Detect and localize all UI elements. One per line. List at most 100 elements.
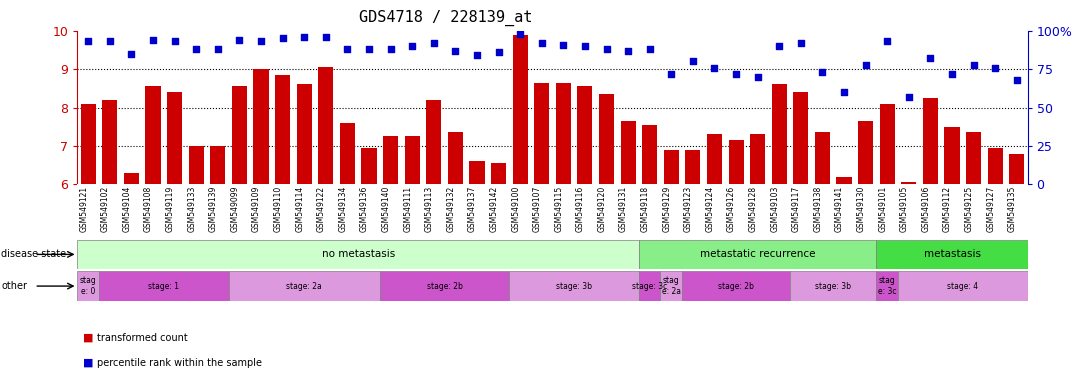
Text: GSM549112: GSM549112 — [943, 186, 952, 232]
Bar — [793, 92, 808, 184]
Bar — [858, 121, 874, 184]
Point — [1008, 77, 1025, 83]
Bar — [188, 146, 203, 184]
Point — [727, 71, 745, 77]
Point — [922, 55, 939, 61]
Text: GSM549139: GSM549139 — [209, 186, 217, 232]
Point — [792, 40, 809, 46]
Text: GDS4718 / 228139_at: GDS4718 / 228139_at — [358, 10, 533, 26]
Bar — [621, 121, 636, 184]
Bar — [1009, 154, 1024, 184]
Text: stag
e: 3c: stag e: 3c — [878, 276, 896, 296]
Text: GSM549140: GSM549140 — [382, 186, 391, 232]
Point — [123, 51, 140, 57]
Bar — [599, 94, 614, 184]
Text: GSM549108: GSM549108 — [144, 186, 153, 232]
Bar — [102, 100, 117, 184]
Bar — [902, 182, 917, 184]
Bar — [707, 134, 722, 184]
Bar — [448, 132, 463, 184]
Point — [706, 65, 723, 71]
Text: metastasis: metastasis — [923, 249, 980, 260]
Point — [555, 41, 572, 48]
Text: metastatic recurrence: metastatic recurrence — [699, 249, 816, 260]
Bar — [210, 146, 225, 184]
Bar — [880, 104, 895, 184]
Text: GSM549123: GSM549123 — [684, 186, 693, 232]
Point — [598, 46, 615, 52]
Bar — [534, 83, 549, 184]
Point — [231, 37, 249, 43]
Point — [80, 38, 97, 45]
Text: GSM549116: GSM549116 — [576, 186, 585, 232]
Bar — [383, 136, 398, 184]
Text: GSM549122: GSM549122 — [316, 186, 326, 232]
Bar — [945, 127, 960, 184]
Point — [770, 43, 788, 49]
Bar — [124, 173, 139, 184]
Text: stage: 2a: stage: 2a — [286, 281, 322, 291]
Bar — [923, 98, 938, 184]
Text: stage: 3c: stage: 3c — [632, 281, 667, 291]
Bar — [815, 132, 830, 184]
Bar — [469, 161, 484, 184]
Text: GSM549134: GSM549134 — [338, 186, 348, 232]
Bar — [661, 271, 682, 301]
Text: GSM549100: GSM549100 — [511, 186, 520, 232]
Bar — [664, 150, 679, 184]
Bar — [836, 177, 851, 184]
Text: GSM549113: GSM549113 — [425, 186, 434, 232]
Point — [187, 46, 204, 52]
Bar — [966, 132, 981, 184]
Bar — [682, 271, 790, 301]
Text: stage: 3b: stage: 3b — [556, 281, 592, 291]
Bar — [362, 148, 377, 184]
Bar — [790, 271, 877, 301]
Text: GSM549126: GSM549126 — [727, 186, 736, 232]
Point — [511, 31, 528, 37]
Text: GSM549114: GSM549114 — [295, 186, 305, 232]
Point — [749, 74, 766, 80]
Point — [490, 49, 507, 55]
Text: GSM549118: GSM549118 — [640, 186, 650, 232]
Bar — [318, 67, 334, 184]
Bar — [578, 86, 593, 184]
Bar — [771, 84, 787, 184]
Text: GSM549107: GSM549107 — [533, 186, 541, 232]
Point — [620, 48, 637, 54]
Text: GSM549129: GSM549129 — [663, 186, 671, 232]
Point — [533, 40, 550, 46]
Bar — [639, 271, 661, 301]
Text: GSM549099: GSM549099 — [230, 186, 240, 232]
Bar — [512, 35, 527, 184]
Bar — [509, 271, 639, 301]
Text: GSM549125: GSM549125 — [964, 186, 974, 232]
Bar — [231, 86, 247, 184]
Text: GSM549104: GSM549104 — [123, 186, 131, 232]
Text: GSM549120: GSM549120 — [597, 186, 607, 232]
Bar — [297, 84, 312, 184]
Point — [468, 52, 485, 58]
Text: GSM549131: GSM549131 — [619, 186, 628, 232]
Text: ■: ■ — [83, 358, 94, 368]
Text: stage: 2b: stage: 2b — [718, 281, 754, 291]
Point — [577, 43, 594, 49]
Text: GSM549136: GSM549136 — [360, 186, 369, 232]
Point — [296, 34, 313, 40]
Bar — [491, 163, 506, 184]
Point — [166, 38, 183, 45]
Point — [360, 46, 378, 52]
Text: GSM549119: GSM549119 — [166, 186, 174, 232]
Bar — [642, 125, 657, 184]
Bar — [145, 86, 160, 184]
Bar — [340, 123, 355, 184]
Bar — [81, 104, 96, 184]
Text: GSM549132: GSM549132 — [447, 186, 455, 232]
Text: GSM549105: GSM549105 — [900, 186, 909, 232]
Point — [901, 94, 918, 100]
Point — [317, 34, 335, 40]
Text: GSM549142: GSM549142 — [490, 186, 498, 232]
Text: GSM549137: GSM549137 — [468, 186, 477, 232]
Text: GSM549121: GSM549121 — [80, 186, 88, 232]
Bar — [380, 271, 509, 301]
